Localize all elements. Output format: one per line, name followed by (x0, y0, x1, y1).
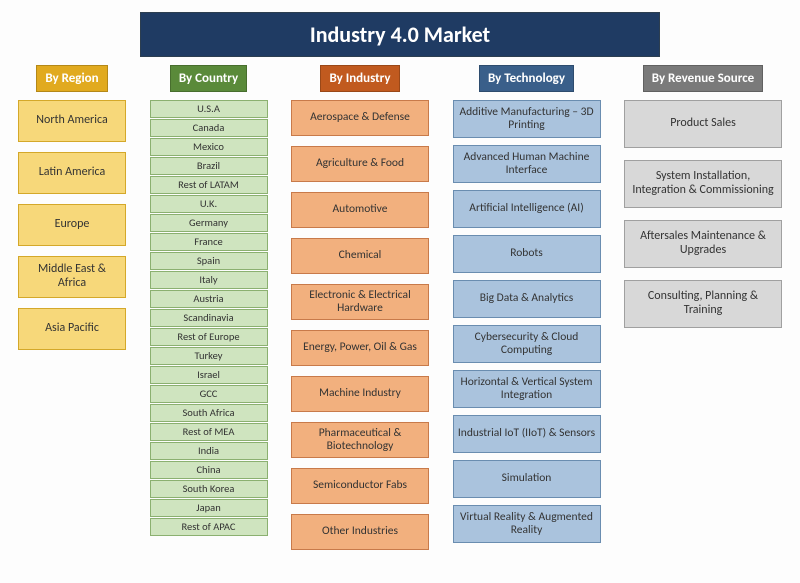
country-item: U.S.A (150, 100, 268, 118)
industry-item: Agriculture & Food (291, 146, 429, 182)
tech-item: Industrial IoT (IIoT) & Sensors (453, 415, 601, 453)
tech-item: Horizontal & Vertical System Integration (453, 370, 601, 408)
country-item: South Korea (150, 480, 268, 498)
country-item: Brazil (150, 157, 268, 175)
column-industry: By Industry Aerospace & Defense Agricult… (285, 65, 435, 560)
region-item: Latin America (18, 152, 126, 194)
column-region: By Region North America Latin America Eu… (12, 65, 132, 560)
country-item: Japan (150, 499, 268, 517)
tech-item: Simulation (453, 460, 601, 498)
main-title: Industry 4.0 Market (140, 12, 660, 57)
tech-item: Additive Manufacturing – 3D Printing (453, 100, 601, 138)
revenue-item: Aftersales Maintenance & Upgrades (624, 220, 782, 268)
country-item: China (150, 461, 268, 479)
country-item: Mexico (150, 138, 268, 156)
industry-item: Electronic & Electrical Hardware (291, 284, 429, 320)
country-item: India (150, 442, 268, 460)
industry-item: Pharmaceutical & Biotechnology (291, 422, 429, 458)
country-item: Scandinavia (150, 309, 268, 327)
industry-item: Semiconductor Fabs (291, 468, 429, 504)
country-item: South Africa (150, 404, 268, 422)
tech-item: Advanced Human Machine Interface (453, 145, 601, 183)
region-item: Europe (18, 204, 126, 246)
country-item: GCC (150, 385, 268, 403)
revenue-item: System Installation, Integration & Commi… (624, 160, 782, 208)
country-item: Austria (150, 290, 268, 308)
revenue-item: Product Sales (624, 100, 782, 148)
country-item: Germany (150, 214, 268, 232)
industry-item: Automotive (291, 192, 429, 228)
header-revenue: By Revenue Source (643, 65, 763, 92)
tech-item: Big Data & Analytics (453, 280, 601, 318)
region-item: Asia Pacific (18, 308, 126, 350)
country-item: Israel (150, 366, 268, 384)
header-technology: By Technology (479, 65, 574, 92)
header-industry: By Industry (320, 65, 399, 92)
tech-item: Cybersecurity & Cloud Computing (453, 325, 601, 363)
diagram-root: Industry 4.0 Market By Region North Amer… (12, 12, 788, 560)
country-item: Rest of Europe (150, 328, 268, 346)
column-country: By Country U.S.A Canada Mexico Brazil Re… (144, 65, 274, 560)
column-revenue: By Revenue Source Product Sales System I… (618, 65, 788, 560)
industry-item: Chemical (291, 238, 429, 274)
industry-item: Aerospace & Defense (291, 100, 429, 136)
header-country: By Country (170, 65, 247, 92)
region-item: Middle East & Africa (18, 256, 126, 298)
country-item: Rest of MEA (150, 423, 268, 441)
industry-item: Machine Industry (291, 376, 429, 412)
tech-item: Robots (453, 235, 601, 273)
columns-container: By Region North America Latin America Eu… (12, 65, 788, 560)
country-item: Spain (150, 252, 268, 270)
region-item: North America (18, 100, 126, 142)
column-technology: By Technology Additive Manufacturing – 3… (447, 65, 607, 560)
tech-item: Artificial Intelligence (AI) (453, 190, 601, 228)
industry-item: Other Industries (291, 514, 429, 550)
country-item: France (150, 233, 268, 251)
country-item: Italy (150, 271, 268, 289)
country-item: Turkey (150, 347, 268, 365)
revenue-item: Consulting, Planning & Training (624, 280, 782, 328)
header-region: By Region (36, 65, 107, 92)
country-item: Rest of LATAM (150, 176, 268, 194)
country-item: Rest of APAC (150, 518, 268, 536)
country-item: U.K. (150, 195, 268, 213)
country-item: Canada (150, 119, 268, 137)
tech-item: Virtual Reality & Augmented Reality (453, 505, 601, 543)
industry-item: Energy, Power, Oil & Gas (291, 330, 429, 366)
